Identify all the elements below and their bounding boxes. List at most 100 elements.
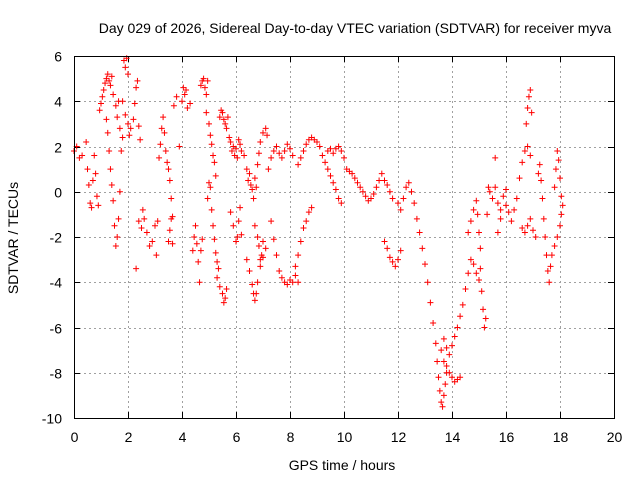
data-point	[289, 152, 296, 159]
y-tick-label: -4	[50, 275, 63, 291]
data-point	[208, 206, 215, 213]
data-point	[206, 179, 212, 186]
data-point	[386, 254, 393, 261]
data-point	[107, 82, 114, 89]
data-point	[260, 238, 266, 245]
data-point	[284, 141, 291, 148]
data-point	[230, 222, 237, 229]
x-tick-label: 10	[337, 429, 353, 445]
data-point	[235, 218, 242, 225]
data-point	[253, 290, 260, 297]
data-point	[535, 170, 542, 177]
data-point	[208, 141, 215, 148]
data-point	[557, 175, 563, 182]
data-point	[153, 252, 160, 259]
data-point	[116, 125, 123, 132]
data-point	[497, 215, 504, 222]
data-point	[508, 218, 515, 225]
data-point	[519, 224, 526, 231]
data-point	[516, 175, 523, 182]
data-point	[110, 197, 117, 204]
data-point	[131, 100, 138, 107]
data-point	[467, 256, 474, 263]
data-point	[91, 152, 98, 159]
data-point	[278, 154, 285, 161]
data-point	[416, 229, 423, 236]
data-point	[292, 263, 299, 270]
data-point	[84, 166, 91, 173]
data-point	[87, 200, 94, 207]
data-point	[241, 152, 248, 159]
data-point	[162, 148, 169, 155]
data-point	[253, 184, 260, 191]
data-point	[238, 231, 245, 238]
data-point	[215, 265, 222, 272]
data-point	[341, 154, 347, 161]
data-point	[219, 290, 226, 297]
data-point	[554, 234, 561, 240]
data-point	[278, 274, 285, 281]
data-point	[234, 234, 241, 240]
data-point	[359, 188, 366, 195]
data-point	[370, 191, 377, 198]
data-point	[362, 193, 369, 200]
data-point	[523, 120, 530, 127]
data-point	[234, 154, 241, 161]
data-point	[119, 134, 126, 141]
data-point	[254, 234, 261, 240]
data-point	[551, 243, 558, 250]
data-point	[505, 209, 512, 216]
data-point	[92, 170, 99, 177]
data-point	[189, 247, 196, 254]
y-tick-label: -6	[50, 321, 63, 337]
x-tick-label: 4	[179, 429, 187, 445]
data-point	[160, 114, 167, 121]
data-point	[527, 215, 534, 222]
data-point	[268, 218, 275, 225]
data-point	[93, 193, 100, 200]
data-point	[477, 245, 484, 252]
data-point	[308, 204, 315, 211]
x-tick-label: 8	[287, 429, 295, 445]
data-point	[439, 403, 446, 410]
data-point	[330, 179, 337, 186]
data-point	[146, 243, 153, 250]
data-point	[220, 299, 227, 306]
data-point	[434, 358, 441, 365]
data-point	[106, 77, 113, 84]
data-point	[95, 202, 102, 209]
data-point	[527, 86, 534, 93]
data-point	[108, 73, 115, 80]
data-point	[110, 91, 117, 98]
data-point	[100, 86, 107, 93]
data-point	[376, 177, 383, 184]
data-point	[470, 206, 477, 213]
data-point	[238, 148, 245, 155]
data-point	[255, 150, 262, 157]
data-point	[102, 80, 109, 87]
data-point	[527, 152, 534, 159]
data-point	[104, 71, 111, 78]
data-point	[462, 286, 469, 293]
data-point	[251, 297, 258, 304]
data-point	[422, 261, 428, 268]
data-point	[319, 152, 326, 159]
y-tick-label: -8	[50, 366, 63, 382]
tick-labels: 0 2 4 6 8 10 12 14 16 18 20 -10 -8 -6 -4 -2 0 2 4 6	[42, 49, 623, 446]
data-point	[222, 295, 229, 302]
data-point	[237, 141, 244, 148]
data-point	[79, 152, 86, 159]
data-point	[96, 107, 103, 114]
data-point	[438, 399, 445, 406]
data-point	[250, 195, 257, 202]
data-point	[133, 84, 140, 91]
data-point	[254, 279, 261, 286]
data-point	[207, 132, 214, 139]
data-point	[449, 374, 455, 381]
data-point	[446, 351, 453, 358]
data-point	[497, 206, 504, 213]
data-point	[548, 252, 555, 259]
data-point	[558, 211, 565, 218]
data-point	[473, 197, 480, 204]
